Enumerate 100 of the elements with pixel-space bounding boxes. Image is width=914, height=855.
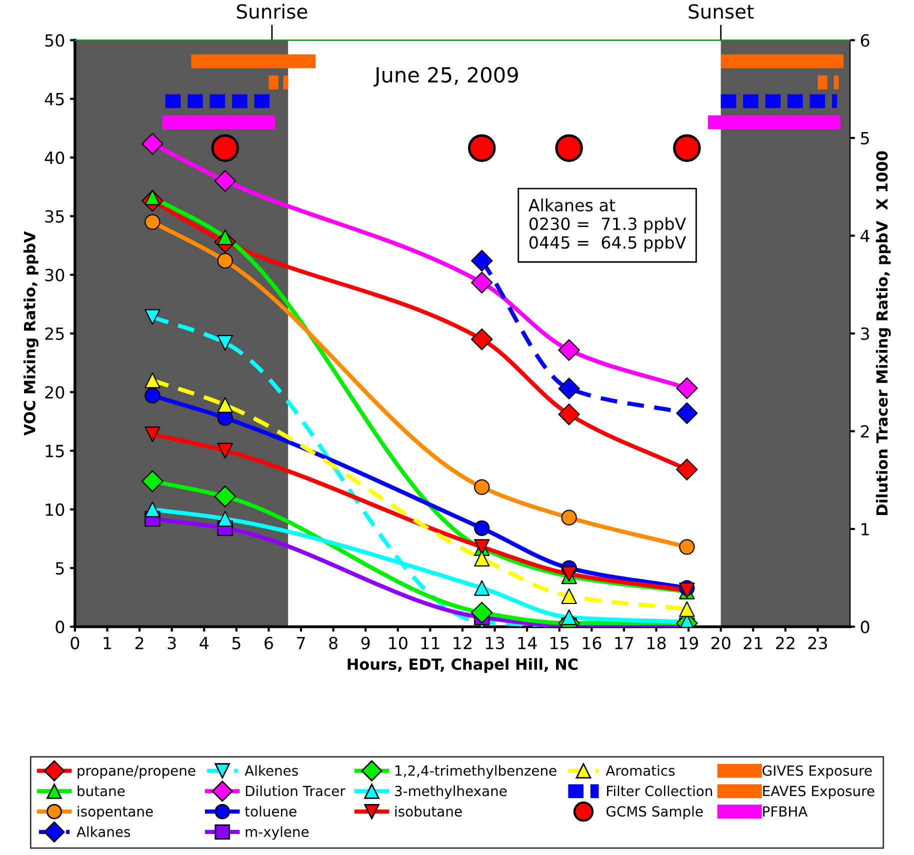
point xyxy=(558,378,580,400)
y-tick-label: 25 xyxy=(45,327,64,340)
legend-label: PFBHA xyxy=(763,806,808,816)
point xyxy=(217,397,233,413)
point xyxy=(676,458,698,480)
point xyxy=(561,588,577,604)
point xyxy=(676,377,698,400)
x-tick-label: 13 xyxy=(486,636,504,650)
x-tick-label: 2 xyxy=(135,636,144,650)
x-tick-label: 17 xyxy=(615,636,634,650)
point xyxy=(676,402,698,424)
point xyxy=(211,134,239,162)
x-tick-label: 10 xyxy=(389,636,408,650)
legend-label: EAVES Exposure xyxy=(763,786,874,799)
point xyxy=(555,134,583,162)
y-axis-title: VOC Mixing Ratio, ppbV xyxy=(24,231,38,436)
y2-tick-label: 1 xyxy=(862,523,869,536)
legend-label: butane xyxy=(78,786,125,796)
y2-tick-label: 6 xyxy=(860,34,870,47)
legend-label: 1,2,4-trimethylbenzene xyxy=(396,765,556,779)
legend-label: toluene xyxy=(244,806,296,817)
point xyxy=(679,601,695,617)
legend-label: m-xylene xyxy=(246,826,309,840)
point xyxy=(142,132,164,155)
point xyxy=(471,328,493,350)
point xyxy=(144,388,160,404)
point xyxy=(214,486,236,508)
point xyxy=(471,272,493,294)
x-tick-label: 6 xyxy=(264,636,273,650)
x-tick-label: 1 xyxy=(104,636,112,650)
point xyxy=(144,309,160,325)
point xyxy=(468,134,496,162)
annotation: June 25, 2009 xyxy=(374,66,518,87)
y2-tick-label: 4 xyxy=(860,230,870,242)
legend-label: isobutane xyxy=(395,806,462,817)
y2-axis-title: Dilution Tracer Mixing Ratio, ppbV X 1000 xyxy=(876,151,891,515)
point xyxy=(561,510,577,526)
x-tick-label: 20 xyxy=(711,636,730,650)
x-tick-label: 9 xyxy=(361,636,370,650)
legend-label: Filter Collection xyxy=(607,786,712,796)
point xyxy=(679,539,695,555)
legend-label: isopentane xyxy=(78,806,153,820)
point xyxy=(217,442,233,459)
y-tick-label: 40 xyxy=(44,151,64,164)
legend-label: GCMS Sample xyxy=(606,806,703,820)
ref-line-label: Sunrise xyxy=(236,4,308,19)
point xyxy=(474,520,490,536)
y-tick-label: 15 xyxy=(46,444,64,458)
x-tick-label: 0 xyxy=(70,636,80,650)
x-tick-label: 23 xyxy=(808,636,827,650)
point xyxy=(217,334,233,351)
legend-label: Alkenes xyxy=(244,765,298,776)
point xyxy=(471,602,493,624)
x-tick-label: 4 xyxy=(200,636,208,650)
legend-label: GIVES Exposure xyxy=(762,765,872,779)
legend-label: Aromatics xyxy=(606,765,675,776)
x-tick-label: 18 xyxy=(647,636,666,650)
y2-tick-label: 0 xyxy=(860,620,870,634)
y-tick-label: 30 xyxy=(45,268,64,282)
point xyxy=(144,372,160,388)
point xyxy=(471,250,493,272)
point xyxy=(673,134,701,162)
annotation: Alkanes at 0230 = 71.3 ppbV 0445 = 64.5 ppbV xyxy=(528,198,686,252)
legend-label: Dilution Tracer xyxy=(246,786,346,796)
point xyxy=(474,580,490,596)
point xyxy=(144,502,160,518)
point xyxy=(558,404,580,426)
y-tick-label: 35 xyxy=(45,210,64,223)
point xyxy=(474,550,490,567)
x-tick-label: 11 xyxy=(421,636,440,650)
x-tick-label: 14 xyxy=(518,636,537,650)
point xyxy=(214,170,236,192)
y-tick-label: 45 xyxy=(44,93,64,106)
x-tick-label: 7 xyxy=(297,636,305,650)
y2-tick-label: 5 xyxy=(861,132,869,145)
y2-tick-label: 2 xyxy=(860,425,869,438)
point xyxy=(142,470,164,492)
y-tick-label: 10 xyxy=(46,503,64,516)
legend-label: 3-methylhexane xyxy=(395,786,507,799)
x-tick-label: 21 xyxy=(744,636,762,650)
y2-tick-label: 3 xyxy=(861,327,870,340)
point xyxy=(217,252,233,269)
x-tick-label: 5 xyxy=(232,636,240,650)
point xyxy=(217,510,233,527)
legend-label: Alkanes xyxy=(76,826,130,838)
y-tick-label: 20 xyxy=(45,386,64,399)
x-tick-label: 12 xyxy=(454,636,472,650)
y-tick-label: 5 xyxy=(56,562,64,575)
x-tick-label: 19 xyxy=(680,636,698,650)
ref-line-label: Sunset xyxy=(688,4,754,19)
point xyxy=(144,426,160,442)
x-tick-label: 16 xyxy=(582,636,602,650)
point xyxy=(558,339,580,361)
y-tick-label: 0 xyxy=(56,620,64,634)
point xyxy=(144,214,160,230)
y-tick-label: 50 xyxy=(45,34,64,47)
x-tick-label: 15 xyxy=(550,636,569,650)
x-tick-label: 8 xyxy=(329,636,338,650)
point xyxy=(474,479,490,495)
x-tick-label: 22 xyxy=(776,636,794,650)
